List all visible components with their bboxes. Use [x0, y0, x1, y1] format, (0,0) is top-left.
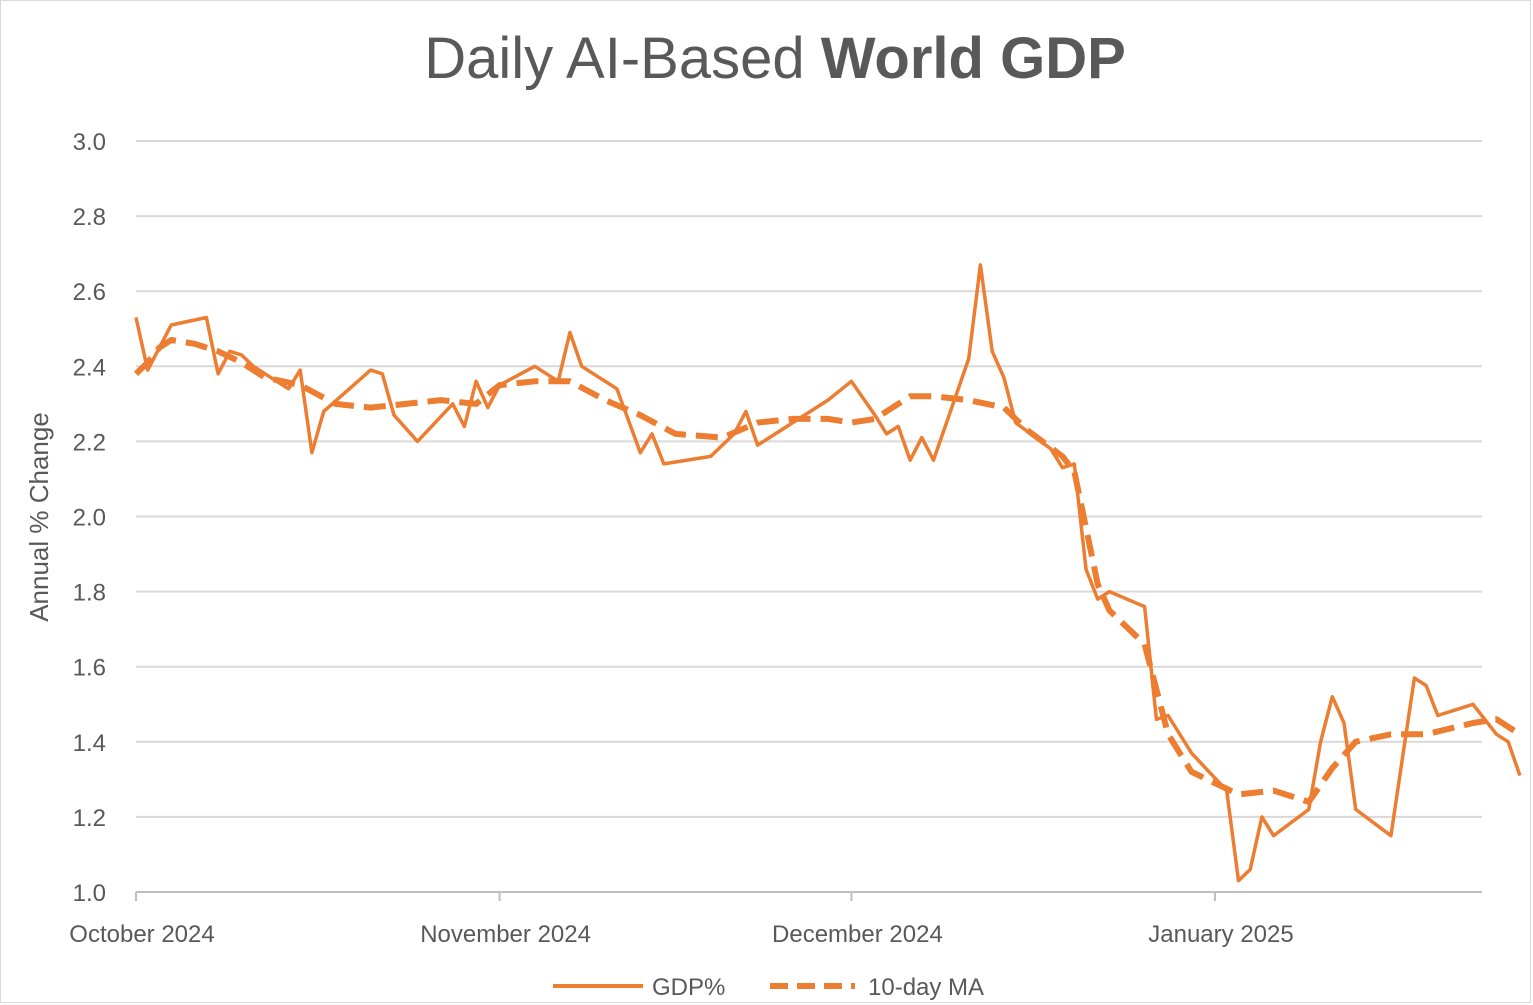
- y-tick-label: 2.8: [73, 204, 106, 231]
- x-tick-label: October 2024: [69, 921, 214, 948]
- chart-title-light: Daily AI-Based: [424, 26, 821, 91]
- x-tick-label: December 2024: [772, 921, 943, 948]
- series-line-10-day-ma: [133, 337, 1522, 805]
- y-axis-title: Annual % Change: [24, 412, 54, 622]
- y-tick-label: 1.4: [73, 730, 106, 757]
- y-tick-label: 3.0: [73, 129, 106, 156]
- chart-title-bold: World GDP: [821, 26, 1126, 91]
- y-tick-label: 2.6: [73, 279, 106, 306]
- x-tick-label: November 2024: [420, 921, 591, 948]
- legend-label-ma: 10-day MA: [868, 974, 984, 1001]
- legend: GDP% 10-day MA: [553, 974, 984, 1001]
- legend-label-gdp: GDP%: [652, 974, 725, 1001]
- x-tick-label: January 2025: [1148, 921, 1293, 948]
- y-tick-label: 2.4: [73, 354, 106, 381]
- y-tick-label: 2.2: [73, 429, 106, 456]
- series-line-gdp: [134, 263, 1522, 883]
- chart-title: Daily AI-Based World GDP: [424, 26, 1126, 91]
- y-tick-label: 1.0: [73, 880, 106, 907]
- y-axis-ticks: 1.0 1.2 1.4 1.6 1.8 2.0 2.2 2.4 2.6 2.8 3.0: [73, 129, 106, 907]
- x-axis: October 2024 November 2024 December 2024 Ja…: [69, 892, 1294, 948]
- y-tick-label: 1.8: [73, 580, 106, 607]
- gridlines: [136, 140, 1482, 893]
- y-tick-label: 1.2: [73, 805, 106, 832]
- y-tick-label: 2.0: [73, 505, 106, 532]
- series-layer: [133, 263, 1522, 883]
- y-tick-label: 1.6: [73, 655, 106, 682]
